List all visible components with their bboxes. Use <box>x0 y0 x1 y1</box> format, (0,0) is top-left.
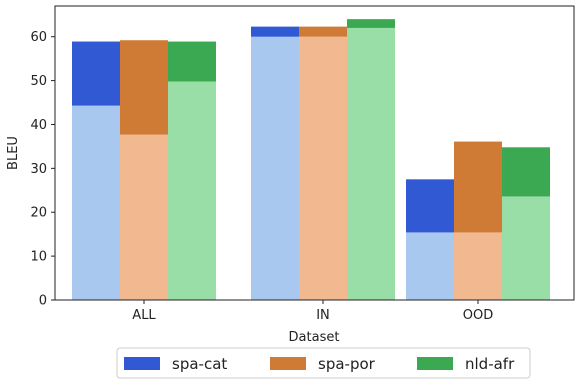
y-tick-label: 10 <box>30 250 47 265</box>
x-tick-label-ood: OOD <box>463 308 493 323</box>
x-tick-label-all: ALL <box>132 308 156 323</box>
bar-top-nld-afr-in <box>347 19 395 28</box>
bar-top-nld-afr-all <box>168 41 216 82</box>
bar-base-spa-por-all <box>120 134 168 300</box>
bar-base-spa-cat-in <box>251 36 299 300</box>
y-tick-label: 50 <box>30 74 47 89</box>
bar-base-nld-afr-in <box>347 27 395 300</box>
legend-frame <box>116 347 531 379</box>
legend-swatch-spa-cat <box>124 357 160 370</box>
x-axis-label: Dataset <box>289 330 340 345</box>
plot-frame <box>54 5 575 301</box>
bar-base-nld-afr-ood <box>502 196 550 300</box>
bar-top-spa-cat-ood <box>406 179 454 233</box>
x-ticks: ALL IN OOD <box>132 300 493 323</box>
bar-top-spa-por-ood <box>454 141 502 233</box>
axes-group <box>54 5 575 301</box>
bar-top-spa-por-all <box>120 40 168 135</box>
bar-base-nld-afr-all <box>168 81 216 300</box>
y-tick-label: 20 <box>30 206 47 221</box>
bar-top-spa-cat-in <box>251 26 299 37</box>
legend-swatch-nld-afr <box>417 357 453 370</box>
bar-base-spa-por-ood <box>454 232 502 300</box>
bar-base-spa-cat-ood <box>406 232 454 300</box>
bar-base-spa-por-in <box>299 36 347 300</box>
legend-items: spa-cat spa-por nld-afr <box>124 355 515 373</box>
x-tick-label-in: IN <box>316 308 330 323</box>
bar-base-spa-cat-all <box>72 105 120 301</box>
legend-swatch-spa-por <box>270 357 306 370</box>
legend-label-spa-cat: spa-cat <box>172 355 227 373</box>
y-tick-label: 60 <box>30 30 47 45</box>
y-tick-label: 30 <box>30 162 47 177</box>
bar-top-spa-por-in <box>299 26 347 37</box>
y-tick-label: 40 <box>30 118 47 133</box>
bar-top-nld-afr-ood <box>502 147 550 197</box>
y-axis-label: BLEU <box>6 136 21 170</box>
legend: spa-cat spa-por nld-afr <box>116 347 531 379</box>
y-ticks: 0 10 20 30 40 50 60 <box>30 30 55 309</box>
bar-top-spa-cat-all <box>72 41 120 106</box>
legend-label-nld-afr: nld-afr <box>465 355 515 373</box>
bars-group <box>72 19 550 301</box>
y-tick-label: 0 <box>39 294 47 309</box>
legend-label-spa-por: spa-por <box>318 355 376 373</box>
